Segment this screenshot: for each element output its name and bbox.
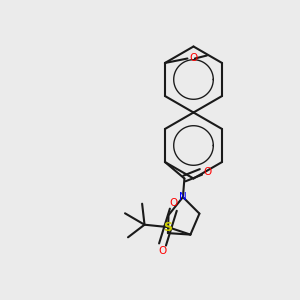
Text: O: O — [158, 246, 166, 256]
Text: O: O — [189, 53, 197, 64]
Text: O: O — [169, 198, 177, 208]
Text: O: O — [203, 167, 211, 177]
Text: S: S — [164, 220, 172, 234]
Text: N: N — [179, 192, 187, 202]
